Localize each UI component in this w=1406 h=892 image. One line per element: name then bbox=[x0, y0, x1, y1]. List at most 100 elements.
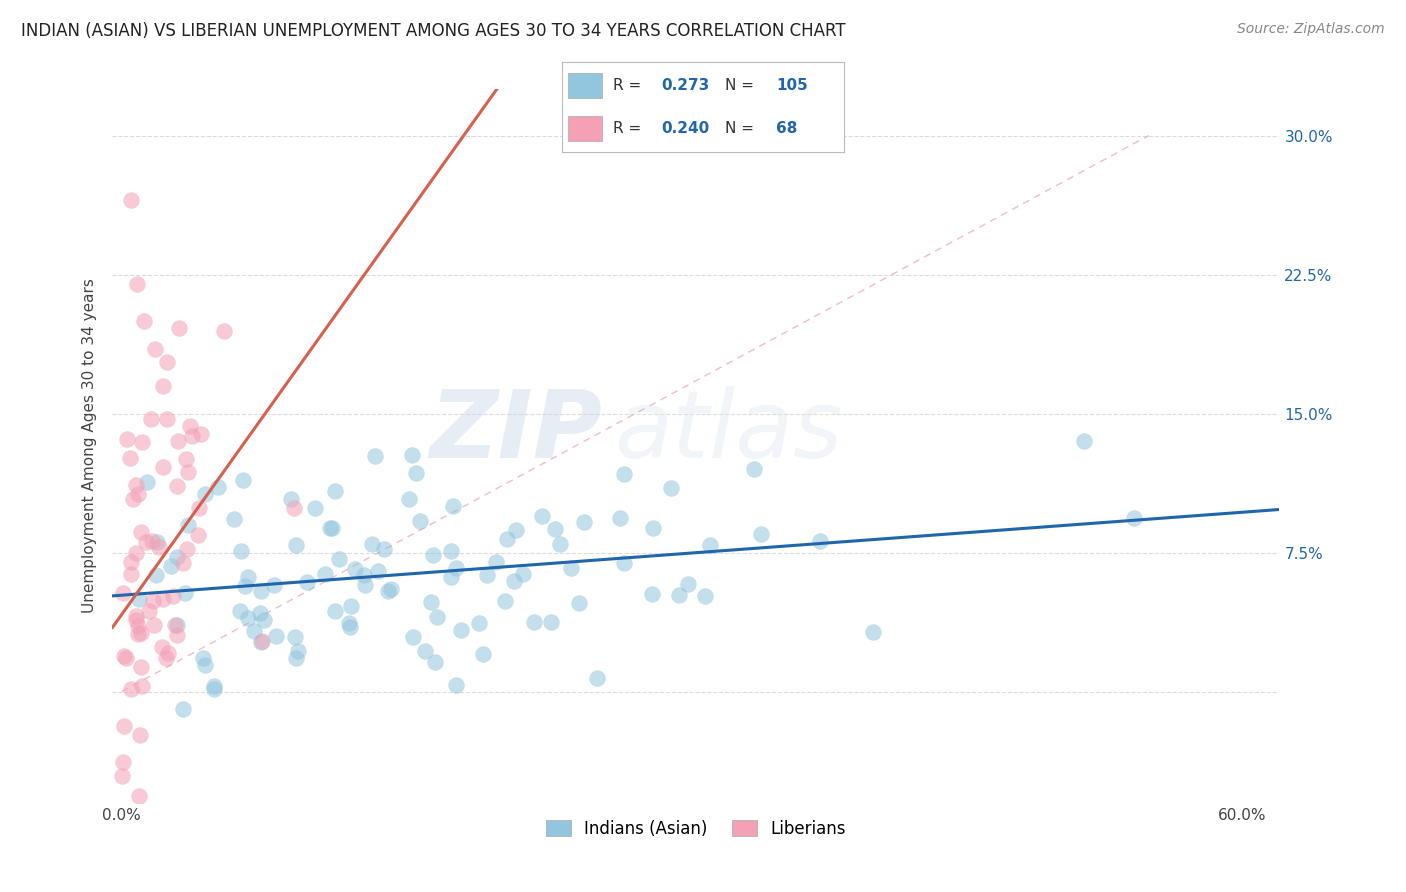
Y-axis label: Unemployment Among Ages 30 to 34 years: Unemployment Among Ages 30 to 34 years bbox=[82, 278, 97, 614]
Point bbox=[174, 586, 197, 600]
Point bbox=[229, 544, 252, 558]
Point bbox=[125, 613, 148, 627]
Point bbox=[641, 587, 664, 601]
Point bbox=[512, 566, 534, 581]
Point bbox=[111, 586, 134, 600]
Point bbox=[287, 644, 309, 658]
Text: INDIAN (ASIAN) VS LIBERIAN UNEMPLOYMENT AMONG AGES 30 TO 34 YEARS CORRELATION CH: INDIAN (ASIAN) VS LIBERIAN UNEMPLOYMENT … bbox=[21, 22, 846, 40]
Point bbox=[152, 460, 174, 475]
Point bbox=[207, 480, 229, 494]
Point bbox=[222, 511, 245, 525]
Point bbox=[115, 432, 138, 446]
Point bbox=[142, 594, 165, 608]
Text: N =: N = bbox=[725, 121, 759, 136]
Point bbox=[129, 728, 152, 742]
Point bbox=[340, 599, 363, 613]
Point bbox=[167, 320, 190, 334]
Point bbox=[163, 618, 186, 632]
Point bbox=[405, 466, 427, 480]
Point bbox=[494, 593, 516, 607]
Point bbox=[141, 534, 163, 549]
Point bbox=[422, 548, 444, 562]
Point bbox=[193, 651, 215, 665]
Point bbox=[131, 435, 153, 450]
Point bbox=[236, 610, 259, 624]
Point bbox=[112, 648, 135, 663]
Point bbox=[236, 569, 259, 583]
Point bbox=[187, 528, 209, 542]
Point bbox=[668, 588, 690, 602]
Point bbox=[1073, 434, 1095, 449]
Point bbox=[135, 534, 157, 549]
Point bbox=[166, 550, 188, 565]
Point bbox=[150, 640, 173, 654]
Point bbox=[505, 524, 527, 538]
Point bbox=[162, 589, 184, 603]
Point bbox=[131, 525, 153, 540]
Point bbox=[148, 540, 170, 554]
Point bbox=[127, 486, 149, 500]
Point bbox=[166, 479, 188, 493]
Point bbox=[127, 619, 149, 633]
Point bbox=[318, 521, 340, 535]
Point bbox=[181, 428, 204, 442]
Point bbox=[156, 355, 179, 369]
Point bbox=[659, 481, 682, 495]
Point bbox=[749, 526, 772, 541]
Point bbox=[1123, 511, 1146, 525]
Point bbox=[120, 681, 142, 696]
Point bbox=[132, 877, 155, 891]
Point bbox=[641, 521, 664, 535]
Point bbox=[609, 511, 631, 525]
Point bbox=[523, 615, 546, 630]
Point bbox=[408, 515, 430, 529]
Point bbox=[152, 378, 174, 392]
Point bbox=[862, 625, 884, 640]
Point bbox=[160, 559, 183, 574]
Point bbox=[808, 533, 831, 548]
Point bbox=[373, 542, 395, 557]
Point bbox=[742, 462, 765, 476]
Point bbox=[367, 564, 389, 578]
Point bbox=[124, 546, 146, 560]
Point bbox=[128, 592, 150, 607]
Point bbox=[249, 606, 271, 620]
Point bbox=[172, 702, 194, 716]
Point bbox=[531, 508, 554, 523]
Point bbox=[472, 648, 495, 662]
Point bbox=[138, 604, 160, 618]
Point bbox=[122, 491, 145, 506]
Point bbox=[377, 583, 399, 598]
Point bbox=[440, 544, 463, 558]
Point bbox=[361, 536, 384, 550]
Point bbox=[572, 516, 595, 530]
Point bbox=[560, 561, 582, 575]
Text: ZIP: ZIP bbox=[430, 385, 603, 478]
Point bbox=[194, 487, 217, 501]
Point bbox=[295, 574, 318, 589]
Point bbox=[120, 567, 142, 582]
Point bbox=[568, 596, 591, 610]
Text: 105: 105 bbox=[776, 78, 808, 93]
Point bbox=[380, 582, 402, 596]
Point bbox=[125, 608, 148, 623]
Point bbox=[323, 483, 346, 498]
Point bbox=[321, 521, 343, 535]
Point bbox=[155, 651, 177, 665]
Point bbox=[166, 628, 188, 642]
Point bbox=[190, 427, 212, 442]
Point bbox=[328, 551, 350, 566]
Point bbox=[143, 817, 166, 831]
Point bbox=[543, 522, 565, 536]
Point bbox=[111, 855, 134, 870]
Point bbox=[194, 657, 217, 672]
Text: R =: R = bbox=[613, 121, 647, 136]
Text: 0.273: 0.273 bbox=[661, 78, 709, 93]
Point bbox=[475, 567, 498, 582]
Point bbox=[364, 449, 387, 463]
Bar bbox=[568, 116, 602, 141]
Point bbox=[283, 500, 305, 515]
Point bbox=[179, 419, 201, 434]
Point bbox=[177, 465, 200, 479]
Point bbox=[233, 579, 256, 593]
